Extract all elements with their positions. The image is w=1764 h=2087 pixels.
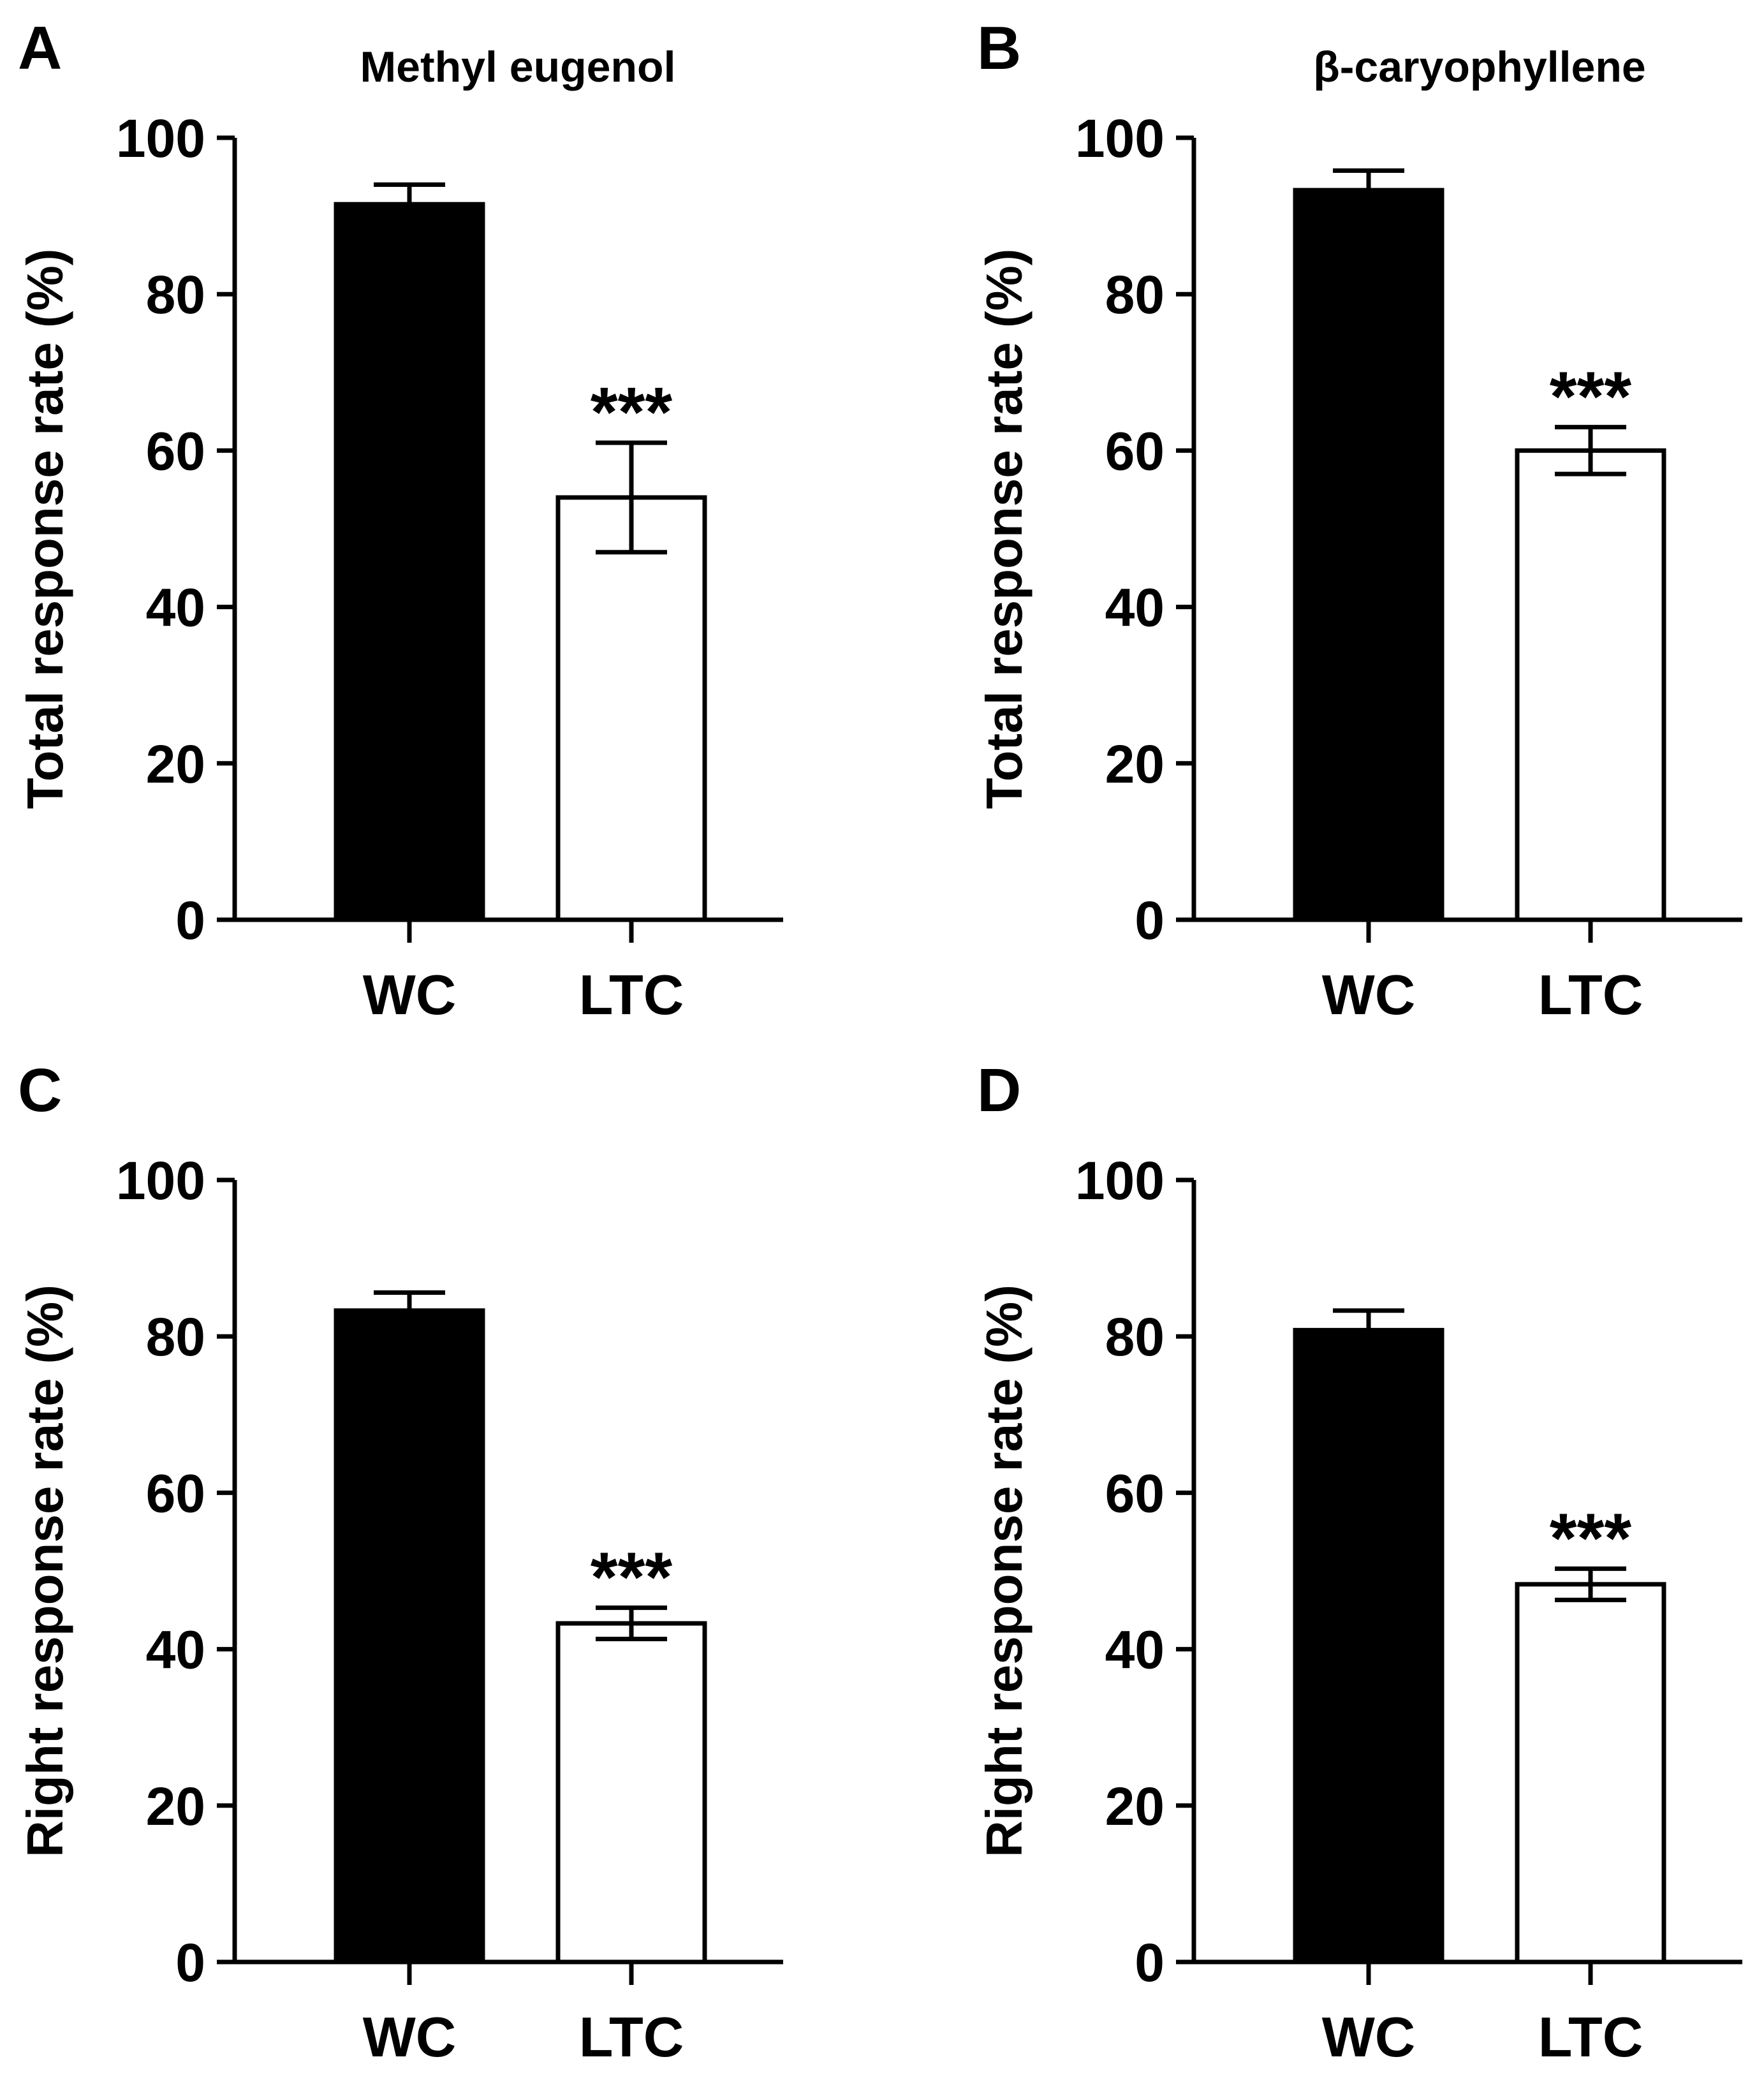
y-tick-label: 60 <box>146 1463 205 1523</box>
y-tick-label: 100 <box>1075 1151 1165 1211</box>
y-tick-label: 80 <box>1105 265 1165 325</box>
panel-d: D Right response rate (%) 0 20 40 60 80 100 WC **… <box>976 1056 1742 2069</box>
y-tick-label: 80 <box>146 265 205 325</box>
panel-c: C Right response rate (%) 0 20 40 60 80 100 WC **… <box>17 1056 783 2069</box>
y-tick-label: 80 <box>146 1307 205 1367</box>
y-tick-label: 20 <box>146 734 205 794</box>
chart-title: Methyl eugenol <box>360 43 676 91</box>
y-tick-label: 60 <box>1105 1463 1165 1523</box>
x-category-label: LTC <box>579 963 684 1026</box>
y-tick-label: 0 <box>1135 1933 1165 1993</box>
bar-wc <box>1293 1327 1444 1965</box>
bar-ltc <box>555 495 707 922</box>
x-category-label: WC <box>363 2005 457 2069</box>
bar-wc <box>334 202 485 922</box>
y-tick-label: 60 <box>1105 421 1165 481</box>
panel-letter: C <box>18 1056 62 1125</box>
y-tick-label: 100 <box>1075 108 1165 168</box>
y-tick-label: 40 <box>146 578 205 638</box>
y-tick-label: 80 <box>1105 1307 1165 1367</box>
x-category-label: WC <box>1322 963 1416 1026</box>
y-tick-label: 60 <box>146 421 205 481</box>
y-axis-label: Right response rate (%) <box>976 1285 1033 1857</box>
bar-ltc <box>1515 1582 1666 1965</box>
x-category-label: LTC <box>579 2005 684 2069</box>
panel-a: A Methyl eugenol Total response rate (%) 0 2… <box>17 14 783 1026</box>
significance-label: *** <box>591 373 673 452</box>
significance-label: *** <box>591 1538 673 1617</box>
panel-letter: A <box>18 14 62 82</box>
significance-label: *** <box>1550 358 1632 436</box>
x-category-label: WC <box>363 963 457 1026</box>
y-axis-label: Total response rate (%) <box>976 249 1033 809</box>
y-tick-label: 20 <box>1105 1776 1165 1836</box>
y-tick-label: 0 <box>1135 890 1165 950</box>
y-tick-label: 40 <box>146 1620 205 1680</box>
x-category-label: WC <box>1322 2005 1416 2069</box>
y-tick-label: 20 <box>1105 734 1165 794</box>
x-category-label: LTC <box>1538 963 1643 1026</box>
panel-letter: B <box>977 14 1021 82</box>
y-tick-label: 40 <box>1105 578 1165 638</box>
y-tick-label: 0 <box>175 1933 205 1993</box>
x-category-label: LTC <box>1538 2005 1643 2069</box>
y-axis-label: Right response rate (%) <box>17 1285 73 1857</box>
y-tick-label: 100 <box>116 1151 205 1211</box>
panel-letter: D <box>977 1056 1021 1125</box>
y-tick-label: 0 <box>175 890 205 950</box>
y-tick-label: 100 <box>116 108 205 168</box>
y-tick-label: 40 <box>1105 1620 1165 1680</box>
chart-title: β-caryophyllene <box>1313 43 1645 91</box>
bar-ltc <box>1515 448 1666 922</box>
bar-wc <box>1293 188 1444 922</box>
y-axis-label: Total response rate (%) <box>17 249 73 809</box>
significance-label: *** <box>1550 1499 1632 1577</box>
bar-wc <box>334 1308 485 1965</box>
bar-ltc <box>555 1621 707 1965</box>
y-tick-label: 20 <box>146 1776 205 1836</box>
